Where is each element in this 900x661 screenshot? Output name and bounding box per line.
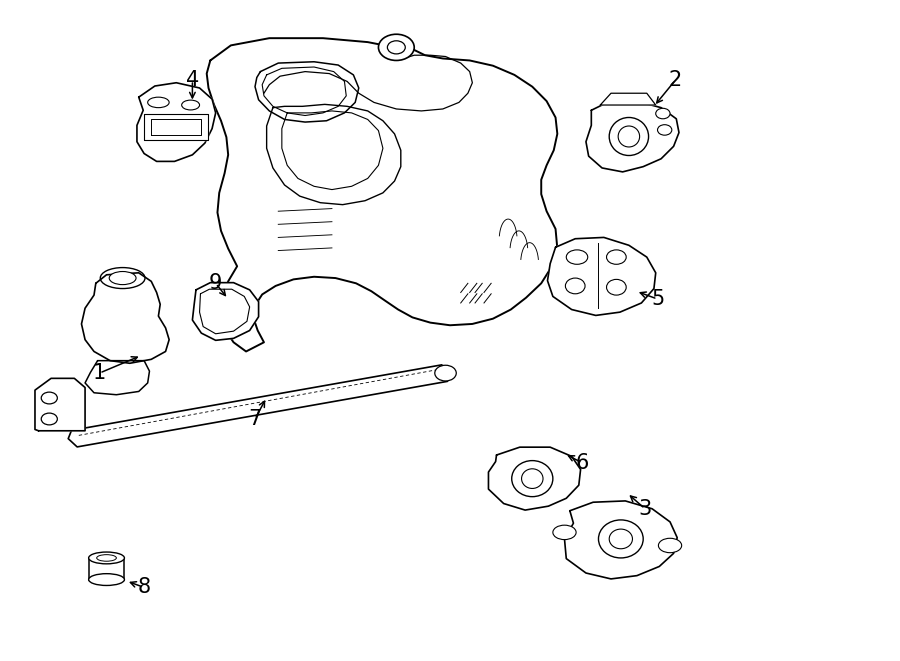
Text: 8: 8 [138, 578, 150, 598]
Ellipse shape [553, 525, 576, 539]
Circle shape [41, 413, 58, 425]
Ellipse shape [512, 461, 553, 496]
Ellipse shape [109, 272, 136, 285]
Polygon shape [144, 114, 209, 140]
Polygon shape [489, 447, 580, 510]
Polygon shape [547, 237, 656, 315]
Polygon shape [35, 378, 86, 431]
Ellipse shape [609, 118, 649, 155]
Polygon shape [68, 365, 447, 447]
Polygon shape [207, 38, 557, 352]
Text: 5: 5 [651, 289, 664, 309]
Ellipse shape [607, 280, 626, 295]
Polygon shape [564, 501, 677, 579]
Ellipse shape [609, 529, 633, 549]
Ellipse shape [618, 126, 640, 147]
Ellipse shape [565, 278, 585, 293]
Ellipse shape [148, 97, 169, 108]
Text: 3: 3 [638, 499, 652, 519]
Ellipse shape [566, 250, 588, 264]
Ellipse shape [96, 555, 116, 561]
Polygon shape [255, 61, 359, 122]
Circle shape [658, 125, 671, 136]
Circle shape [435, 366, 456, 381]
Ellipse shape [88, 552, 124, 564]
Polygon shape [193, 283, 258, 340]
Ellipse shape [598, 520, 644, 558]
Polygon shape [137, 83, 216, 161]
Text: 2: 2 [669, 70, 682, 90]
Ellipse shape [522, 469, 543, 488]
Text: 4: 4 [185, 70, 199, 90]
Polygon shape [586, 101, 679, 172]
Text: 9: 9 [209, 273, 222, 293]
Ellipse shape [88, 574, 124, 586]
Text: 7: 7 [248, 409, 262, 429]
Polygon shape [82, 273, 169, 364]
Circle shape [387, 41, 405, 54]
Polygon shape [600, 93, 656, 105]
Ellipse shape [607, 250, 626, 264]
Polygon shape [266, 104, 400, 205]
Text: 6: 6 [576, 453, 590, 473]
Ellipse shape [182, 100, 200, 110]
Polygon shape [86, 361, 149, 395]
Text: 1: 1 [93, 363, 106, 383]
Circle shape [656, 108, 670, 119]
Ellipse shape [659, 538, 681, 553]
Circle shape [378, 34, 414, 60]
Ellipse shape [100, 268, 145, 289]
Circle shape [41, 392, 58, 404]
